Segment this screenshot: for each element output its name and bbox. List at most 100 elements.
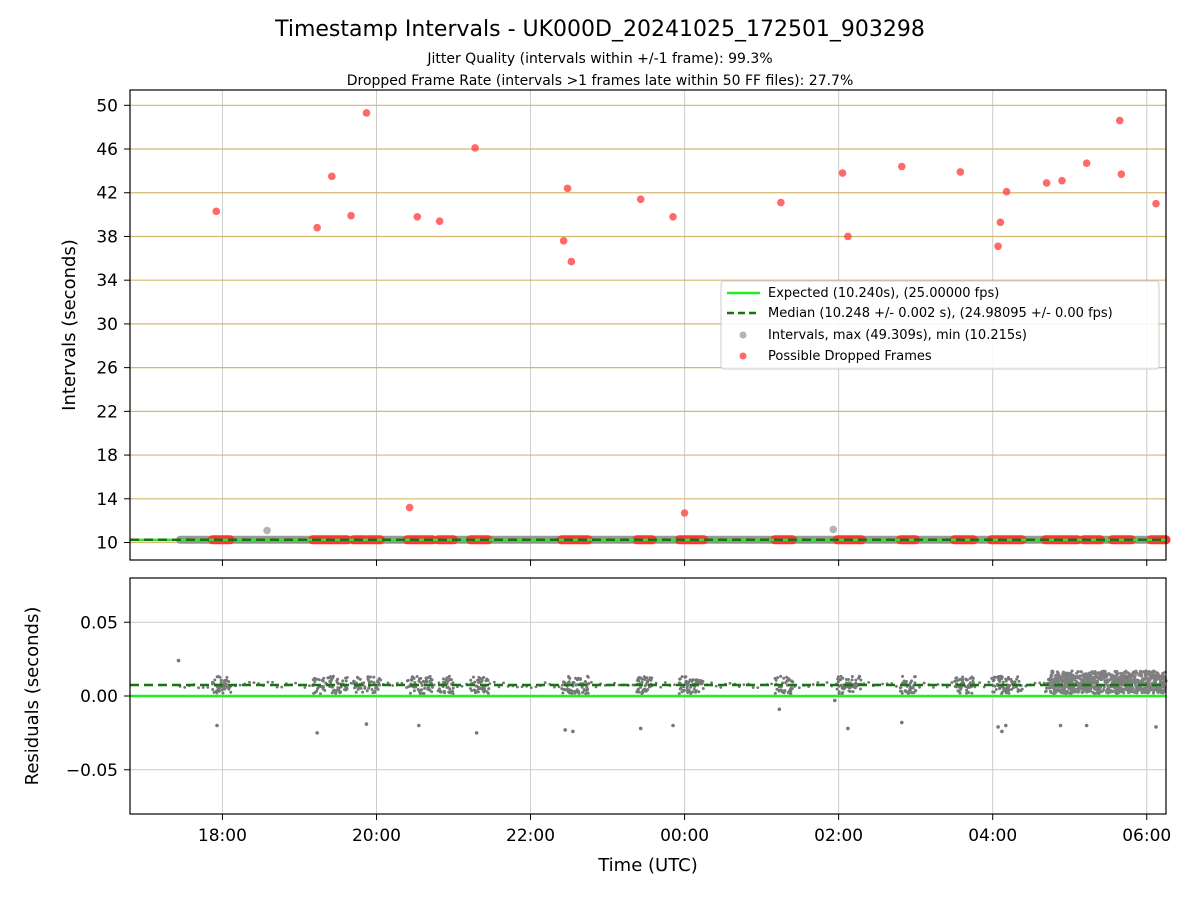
residuals-y-axis-label: Residuals (seconds) xyxy=(22,607,43,786)
residual-point xyxy=(352,679,356,683)
residual-point xyxy=(561,691,565,695)
residual-point xyxy=(1000,675,1004,679)
residual-point xyxy=(428,688,432,692)
residual-point xyxy=(474,684,478,688)
residual-point xyxy=(1065,691,1070,695)
residual-point xyxy=(677,692,681,696)
residual-point xyxy=(358,677,362,681)
dropped-frame-point xyxy=(1115,116,1124,125)
residual-point xyxy=(580,685,584,689)
dropped-frame-point xyxy=(471,144,479,152)
residual-point xyxy=(993,675,997,679)
residual-point xyxy=(482,675,486,679)
residual-point xyxy=(779,685,783,689)
residual-point xyxy=(487,687,491,691)
residual-point xyxy=(689,685,693,689)
residual-point xyxy=(486,691,490,695)
residual-outlier-point xyxy=(1000,729,1004,734)
residual-point xyxy=(845,681,849,685)
residual-point xyxy=(837,692,841,696)
residual-point xyxy=(486,678,490,682)
residual-outlier-point xyxy=(638,726,643,731)
residual-point xyxy=(685,686,689,690)
residual-point xyxy=(714,684,718,688)
residual-outlier-point xyxy=(563,728,567,732)
residual-point xyxy=(756,686,760,690)
residual-point xyxy=(1049,690,1053,695)
residual-point xyxy=(1044,689,1048,693)
residual-point xyxy=(594,685,598,689)
intervals-y-tick-label: 42 xyxy=(96,184,118,204)
residual-point xyxy=(1121,673,1125,678)
residual-point xyxy=(645,681,649,684)
residual-point xyxy=(483,689,487,693)
residual-point xyxy=(470,689,474,693)
residual-point xyxy=(224,684,228,688)
residual-point xyxy=(223,687,227,691)
legend-frame xyxy=(720,280,1160,370)
dropped-frame-point xyxy=(838,169,847,177)
residual-point xyxy=(218,675,222,679)
residual-point xyxy=(728,681,732,685)
dropped-frame-point xyxy=(1082,159,1091,168)
residual-point xyxy=(581,690,585,694)
residual-point xyxy=(318,692,322,696)
residual-point xyxy=(859,678,863,682)
residual-point xyxy=(422,680,426,684)
residual-point xyxy=(363,685,367,689)
intervals-panel: 10 14 18 22 26 30 34 38 42 46 50 Intervals (second… xyxy=(59,89,1171,566)
intervals-y-tick-label: 50 xyxy=(96,96,118,116)
dropped-frame-point xyxy=(413,212,422,221)
residual-point xyxy=(978,681,981,685)
residual-point xyxy=(791,680,795,684)
residual-point xyxy=(213,678,217,682)
residual-outlier-point xyxy=(1154,725,1158,729)
residual-point xyxy=(211,687,215,691)
residual-point xyxy=(841,676,845,680)
x-tick-label: 00:00 xyxy=(660,826,709,846)
interval-point xyxy=(829,525,838,534)
residual-point xyxy=(225,675,229,679)
residual-point xyxy=(811,683,815,686)
residual-point xyxy=(323,688,327,692)
residual-point xyxy=(474,689,478,693)
residual-point xyxy=(1147,689,1151,693)
intervals-y-tick-label: 34 xyxy=(96,271,118,291)
residual-point xyxy=(1105,675,1109,679)
residual-point xyxy=(1016,675,1020,679)
residual-point xyxy=(1097,692,1101,696)
residual-point xyxy=(418,680,422,684)
residual-point xyxy=(589,680,593,684)
residual-point xyxy=(1005,686,1009,689)
residual-point xyxy=(825,681,829,684)
residual-point xyxy=(441,677,445,681)
residual-point xyxy=(900,691,904,695)
residual-point xyxy=(1128,677,1133,681)
residual-point xyxy=(776,676,780,680)
residual-point xyxy=(425,680,429,684)
residual-point xyxy=(839,683,843,687)
residual-point xyxy=(687,682,690,686)
residual-point xyxy=(1012,686,1016,690)
residual-point xyxy=(422,692,426,696)
residual-point xyxy=(640,680,644,684)
residual-point xyxy=(376,687,380,691)
residual-point xyxy=(227,680,231,684)
residual-point xyxy=(913,688,917,692)
residual-point xyxy=(790,687,794,691)
intervals-y-axis-label: Intervals (seconds) xyxy=(59,239,80,411)
residual-point xyxy=(1060,688,1064,692)
residual-outlier-point xyxy=(315,731,319,735)
residual-point xyxy=(690,690,694,694)
residual-point xyxy=(782,676,786,680)
residual-point xyxy=(432,683,436,687)
residual-point xyxy=(789,692,793,696)
residual-point xyxy=(719,686,723,689)
chart-title: Timestamp Intervals - UK000D_20241025_17… xyxy=(274,17,925,42)
intervals-y-ticks: 10 14 18 22 26 30 34 38 42 46 50 xyxy=(96,96,130,554)
residual-point xyxy=(911,686,915,690)
intervals-y-tick-label: 22 xyxy=(96,402,118,422)
x-tick-label: 18:00 xyxy=(198,826,247,846)
chart-subtitle-dropped: Dropped Frame Rate (intervals >1 frames … xyxy=(347,73,854,89)
residuals-x-ticks: 18:00 20:00 22:00 00:00 02:00 04:00 06:00 xyxy=(198,814,1171,846)
